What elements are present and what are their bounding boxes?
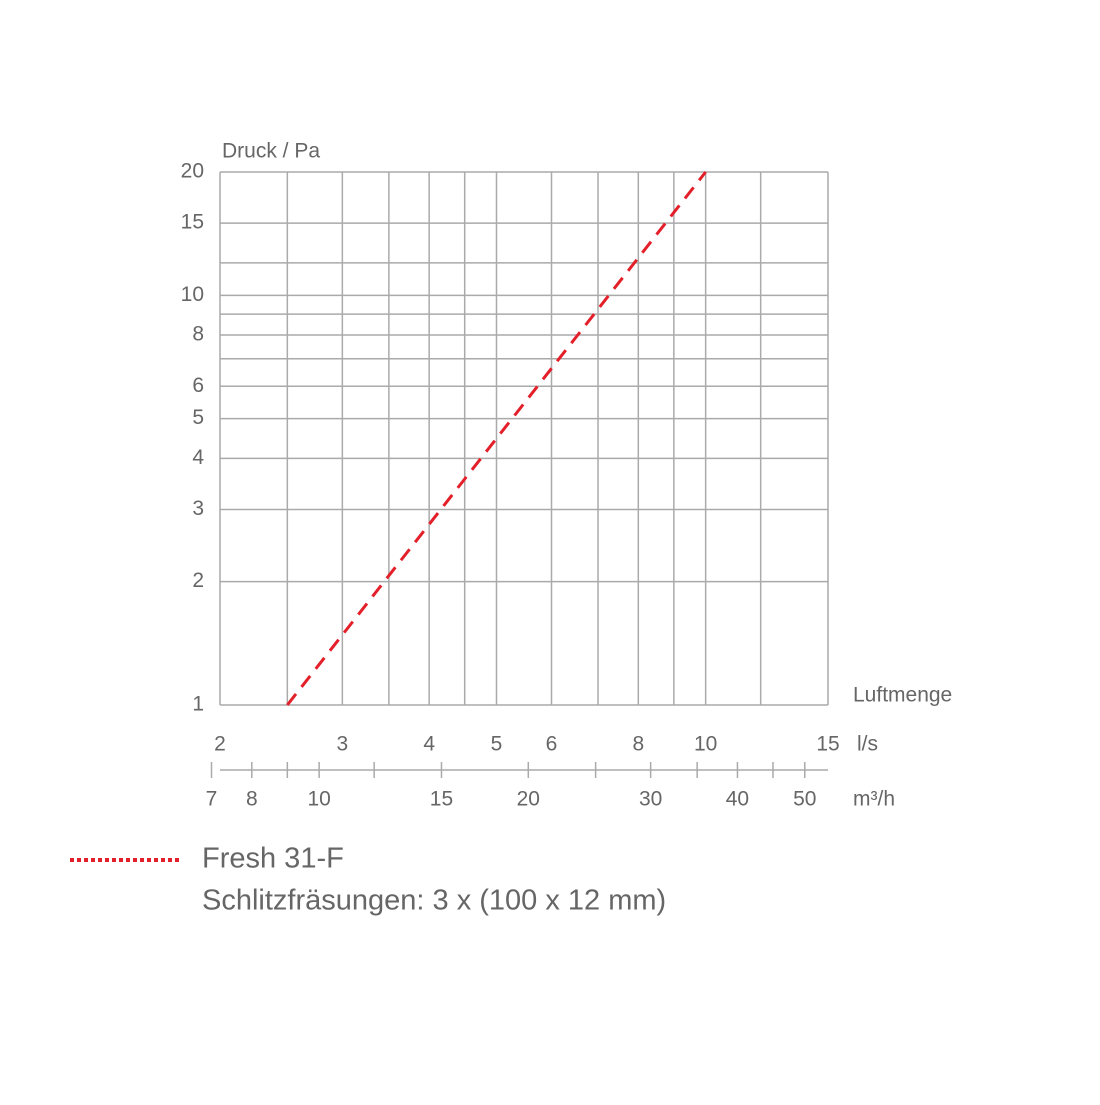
y-tick-label: 1 <box>192 693 204 716</box>
x-tick-label: 10 <box>694 733 717 756</box>
x-axis-label: Luftmenge <box>853 684 952 707</box>
x2-tick-label: 40 <box>726 788 749 811</box>
y-tick-label: 10 <box>181 283 204 306</box>
x-tick-label: 3 <box>337 733 349 756</box>
x2-tick-label: 50 <box>793 788 816 811</box>
y-tick-label: 20 <box>181 160 204 183</box>
x2-tick-label: 8 <box>246 788 258 811</box>
x2-tick-label: 20 <box>517 788 540 811</box>
x2-tick-label: 10 <box>307 788 330 811</box>
x2-tick-label: 30 <box>639 788 662 811</box>
x-tick-label: 15 <box>816 733 839 756</box>
x2-tick-label: 15 <box>430 788 453 811</box>
x2-tick-label: 7 <box>206 788 218 811</box>
legend-label: Fresh 31-F <box>202 843 344 875</box>
y-tick-label: 3 <box>192 497 204 520</box>
x-tick-label: 2 <box>214 733 226 756</box>
y-axis-label: Druck / Pa <box>222 140 320 163</box>
y-tick-label: 2 <box>192 569 204 592</box>
y-tick-label: 15 <box>181 211 204 234</box>
x-tick-label: 5 <box>491 733 503 756</box>
x2-unit: m³/h <box>853 788 895 811</box>
x-unit: l/s <box>857 733 878 756</box>
y-tick-label: 8 <box>192 323 204 346</box>
legend-description: Schlitzfräsungen: 3 x (100 x 12 mm) <box>202 885 666 917</box>
y-tick-label: 4 <box>192 446 204 469</box>
x-tick-label: 4 <box>423 733 435 756</box>
y-tick-label: 6 <box>192 374 204 397</box>
x-tick-label: 6 <box>546 733 558 756</box>
data-line <box>286 171 707 706</box>
y-tick-label: 5 <box>192 406 204 429</box>
x-tick-label: 8 <box>632 733 644 756</box>
